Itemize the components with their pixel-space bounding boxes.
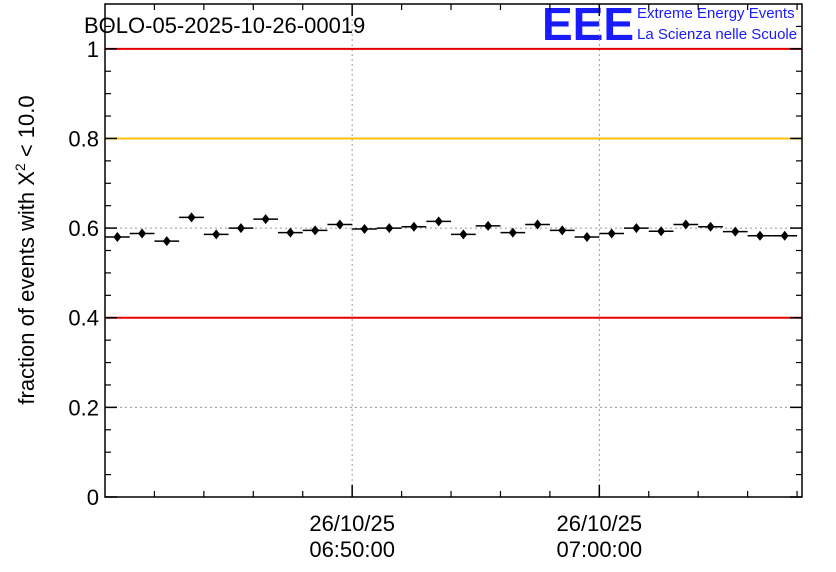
data-point [747, 230, 773, 241]
plot-frame [104, 3, 803, 498]
y-tick-label: 1 [87, 37, 99, 62]
data-point [105, 232, 130, 243]
point-marker [434, 216, 443, 227]
point-marker [459, 229, 468, 240]
point-marker [261, 214, 270, 225]
data-point [203, 229, 229, 240]
point-marker [212, 229, 221, 240]
data-point [228, 223, 254, 234]
point-marker [484, 220, 493, 231]
eee-logo: EEE Extreme Energy Events La Scienza nel… [542, 0, 797, 50]
chart-title: BOLO-05-2025-10-26-00019 [84, 13, 365, 38]
data-point [574, 232, 600, 243]
y-axis-label-superscript: 2 [12, 163, 28, 171]
point-marker [187, 212, 196, 223]
data-point [549, 225, 575, 236]
point-marker [681, 219, 690, 230]
data-point [673, 219, 699, 230]
data-point [500, 227, 526, 238]
point-marker [632, 223, 641, 234]
point-marker [558, 225, 567, 236]
y-tick-label: 0.6 [68, 216, 99, 241]
logo-mark: EEE [542, 0, 634, 50]
logo-line-1: Extreme Energy Events [637, 5, 795, 22]
point-marker [162, 236, 171, 247]
point-marker [311, 225, 320, 236]
data-point [302, 225, 328, 236]
y-tick-label: 0 [87, 485, 99, 510]
point-marker [385, 223, 394, 234]
data-point [475, 220, 501, 231]
point-marker [360, 223, 369, 234]
point-marker [755, 230, 764, 241]
data-point [179, 212, 204, 223]
data-point [376, 223, 402, 234]
data-point [722, 226, 748, 237]
point-marker [657, 226, 666, 237]
point-marker [138, 228, 147, 239]
point-marker [508, 227, 517, 238]
data-point [648, 226, 674, 237]
data-point [772, 230, 798, 241]
y-tick-label: 0.2 [68, 395, 99, 420]
point-marker [113, 232, 122, 243]
data-point [154, 236, 180, 247]
data-points [105, 212, 798, 247]
grid-lines [105, 4, 802, 497]
point-marker [409, 221, 418, 232]
data-point [327, 219, 353, 230]
y-axis-label-suffix: < 10.0 [14, 95, 39, 163]
point-marker [780, 230, 789, 241]
data-point [352, 223, 377, 234]
data-point [624, 223, 649, 234]
x-tick-label-time: 07:00:00 [557, 537, 643, 562]
data-point [525, 219, 550, 230]
point-marker [236, 223, 245, 234]
data-point [278, 227, 303, 238]
point-marker [286, 227, 295, 238]
data-point [698, 221, 723, 232]
y-axis-label-symbol: X [14, 171, 39, 186]
axis-ticks [105, 4, 802, 498]
y-axis-label-prefix: fraction of events with [14, 186, 39, 405]
point-marker [582, 232, 591, 243]
data-point [253, 214, 279, 225]
point-marker [607, 228, 616, 239]
y-axis-label: fraction of events with X2 < 10.0 [12, 95, 39, 404]
point-marker [533, 219, 542, 230]
y-tick-labels: 0 0.2 0.4 0.6 0.8 1 [68, 37, 99, 510]
y-tick-label: 0.4 [68, 306, 99, 331]
point-marker [731, 226, 740, 237]
point-marker [335, 219, 344, 230]
data-point [129, 228, 155, 239]
x-tick-label-time: 06:50:00 [309, 537, 395, 562]
data-point [401, 221, 427, 232]
data-point [426, 216, 452, 227]
data-point [599, 228, 625, 239]
reference-lines [105, 47, 802, 319]
point-marker [706, 221, 715, 232]
data-point [451, 229, 476, 240]
y-tick-label: 0.8 [68, 126, 99, 151]
x-tick-label-date: 26/10/25 [309, 511, 395, 536]
x-tick-label-date: 26/10/25 [557, 511, 643, 536]
logo-line-2: La Scienza nelle Scuole [637, 26, 797, 43]
